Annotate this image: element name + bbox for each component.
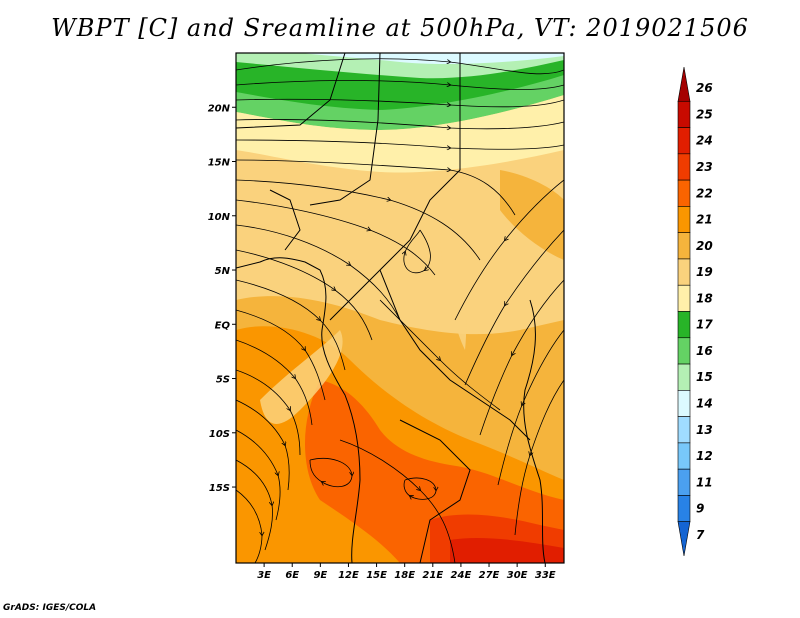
colorbar-swatch	[677, 468, 691, 496]
lon-tick-label: 24E	[451, 570, 472, 581]
map-title: WBPT [C] and Sreamline at 500hPa, VT: 20…	[51, 14, 749, 42]
colorbar-label: 13	[696, 423, 713, 437]
colorbar-label: 19	[696, 265, 713, 279]
lon-tick-label: 6E	[285, 570, 299, 581]
colorbar-swatch	[677, 66, 691, 102]
colorbar-label: 16	[696, 344, 713, 358]
colorbar-swatch	[677, 416, 691, 444]
colorbar-swatch	[677, 127, 691, 155]
colorbar-swatch	[677, 284, 691, 312]
colorbar-swatch	[677, 337, 691, 365]
lon-tick-label: 12E	[338, 570, 359, 581]
lon-tick-label: 9E	[313, 570, 327, 581]
colorbar-swatch	[677, 442, 691, 470]
colorbar-swatch	[677, 363, 691, 391]
colorbar-label: 21	[696, 213, 713, 227]
colorbar-swatch	[677, 153, 691, 181]
lat-tick-label: 10N	[208, 212, 231, 223]
colorbar-swatch	[677, 100, 691, 128]
lon-tick-label: 33E	[535, 570, 556, 581]
colorbar-label: 26	[696, 81, 713, 95]
colorbar-swatch	[677, 206, 691, 233]
lat-tick-label: 5S	[216, 375, 230, 386]
lat-tick-label: 10S	[209, 429, 230, 440]
lon-tick-label: 21E	[422, 570, 443, 581]
lon-tick-label: 15E	[366, 570, 387, 581]
colorbar-swatch	[677, 311, 691, 339]
colorbar-swatch	[677, 521, 691, 557]
lon-tick-label: 27E	[479, 570, 500, 581]
colorbar-label: 25	[696, 107, 713, 121]
map-frame	[235, 52, 565, 564]
colorbar-label: 11	[696, 475, 713, 489]
colorbar-swatch	[677, 390, 691, 417]
colorbar-label: 18	[696, 291, 713, 305]
lat-tick-label: 5N	[215, 266, 231, 277]
colorbar-label: 20	[696, 239, 713, 253]
lat-tick-label: 20N	[208, 103, 231, 114]
lon-tick-label: 18E	[394, 570, 415, 581]
wbpt-shading	[236, 53, 564, 563]
colorbar-label: 15	[696, 370, 713, 384]
colorbar-label: 7	[696, 528, 705, 542]
colorbar-label: 9	[696, 502, 704, 516]
colorbar-swatch	[677, 179, 691, 207]
colorbar-label: 23	[696, 160, 713, 174]
grads-credit: GrADS: IGES/COLA	[3, 603, 97, 613]
lon-tick-label: 30E	[507, 570, 528, 581]
colorbar-label: 12	[696, 449, 713, 463]
latitude-axis: 20N 15N 10N 5N EQ 5S 10S 15S	[208, 103, 236, 494]
colorbar-swatch	[677, 232, 691, 260]
lat-tick-label: EQ	[215, 320, 231, 331]
colorbar-swatch	[677, 495, 691, 523]
colorbar-label: 22	[696, 186, 713, 200]
lon-tick-label: 3E	[257, 570, 271, 581]
colorbar-label: 17	[696, 318, 713, 332]
colorbar-label: 14	[696, 396, 713, 410]
colorbar-label: 24	[696, 134, 713, 148]
colorbar-swatch	[677, 258, 691, 286]
lat-tick-label: 15S	[209, 483, 230, 494]
longitude-axis: 3E 6E 9E 12E 15E 18E 21E 24E 27E 30E 33E	[257, 563, 556, 581]
lat-tick-label: 15N	[208, 158, 231, 169]
